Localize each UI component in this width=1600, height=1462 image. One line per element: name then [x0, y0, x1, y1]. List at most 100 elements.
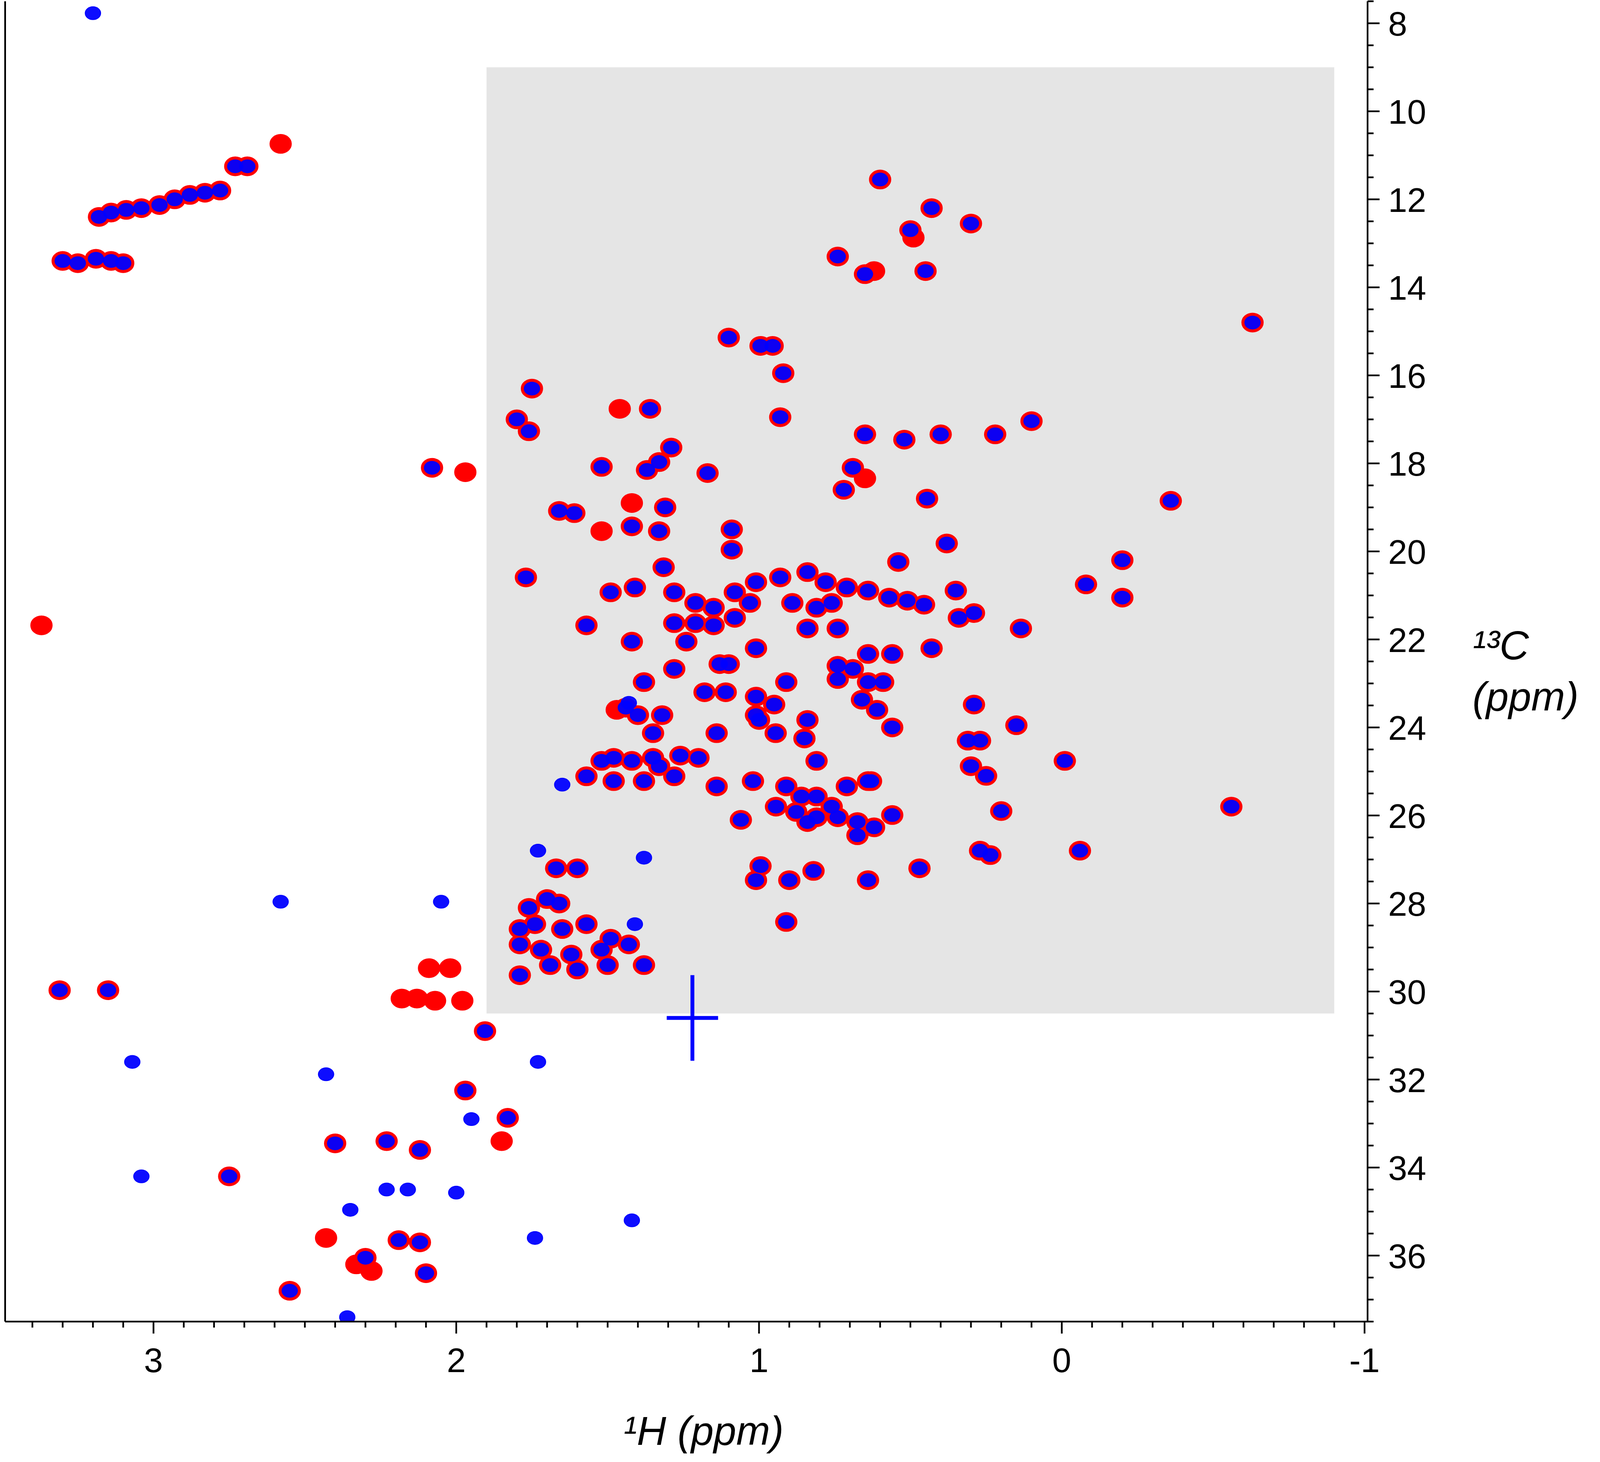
peak	[797, 619, 818, 638]
minor-tick	[1121, 1321, 1124, 1328]
x-axis-line	[5, 1320, 1368, 1323]
peak	[1069, 841, 1091, 860]
peak	[642, 724, 664, 743]
minor-tick	[939, 1321, 942, 1328]
minor-tick	[1367, 924, 1374, 927]
peak	[687, 616, 704, 630]
peak	[521, 901, 537, 915]
peak	[690, 751, 707, 765]
peak	[923, 641, 940, 655]
peak	[518, 898, 540, 917]
peak	[624, 754, 640, 768]
peak	[654, 498, 676, 517]
peak	[212, 184, 228, 197]
peak	[651, 455, 667, 469]
peak	[727, 611, 743, 625]
peak	[651, 524, 667, 538]
peak	[770, 568, 791, 587]
peak	[833, 480, 854, 499]
minor-tick	[1302, 1321, 1305, 1328]
peak	[748, 873, 764, 887]
peak	[869, 703, 885, 717]
peak	[1013, 621, 1029, 635]
peak	[768, 800, 784, 813]
peak	[730, 810, 752, 829]
peak	[603, 585, 619, 599]
peak	[854, 425, 876, 444]
peak	[829, 810, 846, 824]
peak	[511, 922, 528, 936]
peak	[915, 261, 936, 280]
peak	[1075, 575, 1097, 594]
minor-tick	[1367, 1276, 1374, 1279]
peak	[103, 205, 119, 219]
peak	[551, 919, 573, 938]
peak	[627, 917, 643, 931]
peak	[827, 619, 848, 638]
peak	[775, 366, 792, 380]
peak	[151, 198, 168, 212]
peak	[636, 675, 652, 689]
peak	[621, 493, 643, 512]
peak	[972, 734, 988, 747]
peak	[706, 724, 727, 743]
minor-tick	[1367, 836, 1374, 839]
peak	[221, 1169, 237, 1183]
peak	[799, 565, 815, 579]
peak	[718, 328, 740, 347]
peak	[727, 585, 743, 599]
minor-tick	[1367, 242, 1374, 244]
minor-tick	[1367, 594, 1374, 597]
peak	[863, 774, 879, 788]
peak	[721, 540, 743, 559]
peak	[672, 749, 688, 762]
peak	[663, 614, 685, 633]
peak	[857, 581, 879, 600]
peak	[697, 463, 718, 482]
peak	[765, 724, 786, 743]
peak	[463, 1112, 479, 1126]
peak	[539, 955, 561, 974]
peak	[724, 523, 740, 536]
peak	[578, 917, 595, 931]
y-tick	[1367, 990, 1380, 993]
peak	[624, 519, 640, 533]
peak	[124, 1055, 140, 1068]
peak	[948, 583, 964, 597]
peak	[406, 989, 428, 1008]
peak	[688, 748, 709, 767]
peak	[564, 504, 585, 523]
peak	[621, 751, 643, 770]
y-tick	[1367, 638, 1380, 641]
peak	[721, 520, 743, 539]
minor-tick	[515, 1321, 518, 1328]
peak	[209, 181, 231, 200]
peak	[703, 598, 724, 617]
peak	[779, 871, 800, 890]
peak	[817, 575, 834, 589]
minor-tick	[1000, 1321, 1003, 1328]
peak	[909, 859, 930, 878]
peak	[836, 578, 857, 597]
artifact-cross	[666, 975, 719, 1061]
peak	[776, 672, 797, 691]
peak	[621, 632, 643, 651]
peak	[881, 718, 903, 737]
y-tick	[1367, 814, 1380, 817]
peak	[339, 1310, 355, 1322]
peak	[799, 815, 815, 829]
peak	[878, 588, 900, 607]
minor-tick	[1367, 88, 1374, 91]
peak	[752, 859, 769, 873]
peak	[930, 425, 952, 444]
peak	[694, 683, 715, 702]
x-tick-label: 1	[749, 1341, 769, 1380]
minor-tick	[1367, 1144, 1374, 1147]
peak	[703, 616, 724, 635]
peak	[666, 585, 682, 599]
peak	[527, 1231, 543, 1245]
peak	[1021, 412, 1042, 431]
peak	[1223, 800, 1240, 813]
peak	[751, 713, 767, 727]
peak	[960, 214, 982, 233]
